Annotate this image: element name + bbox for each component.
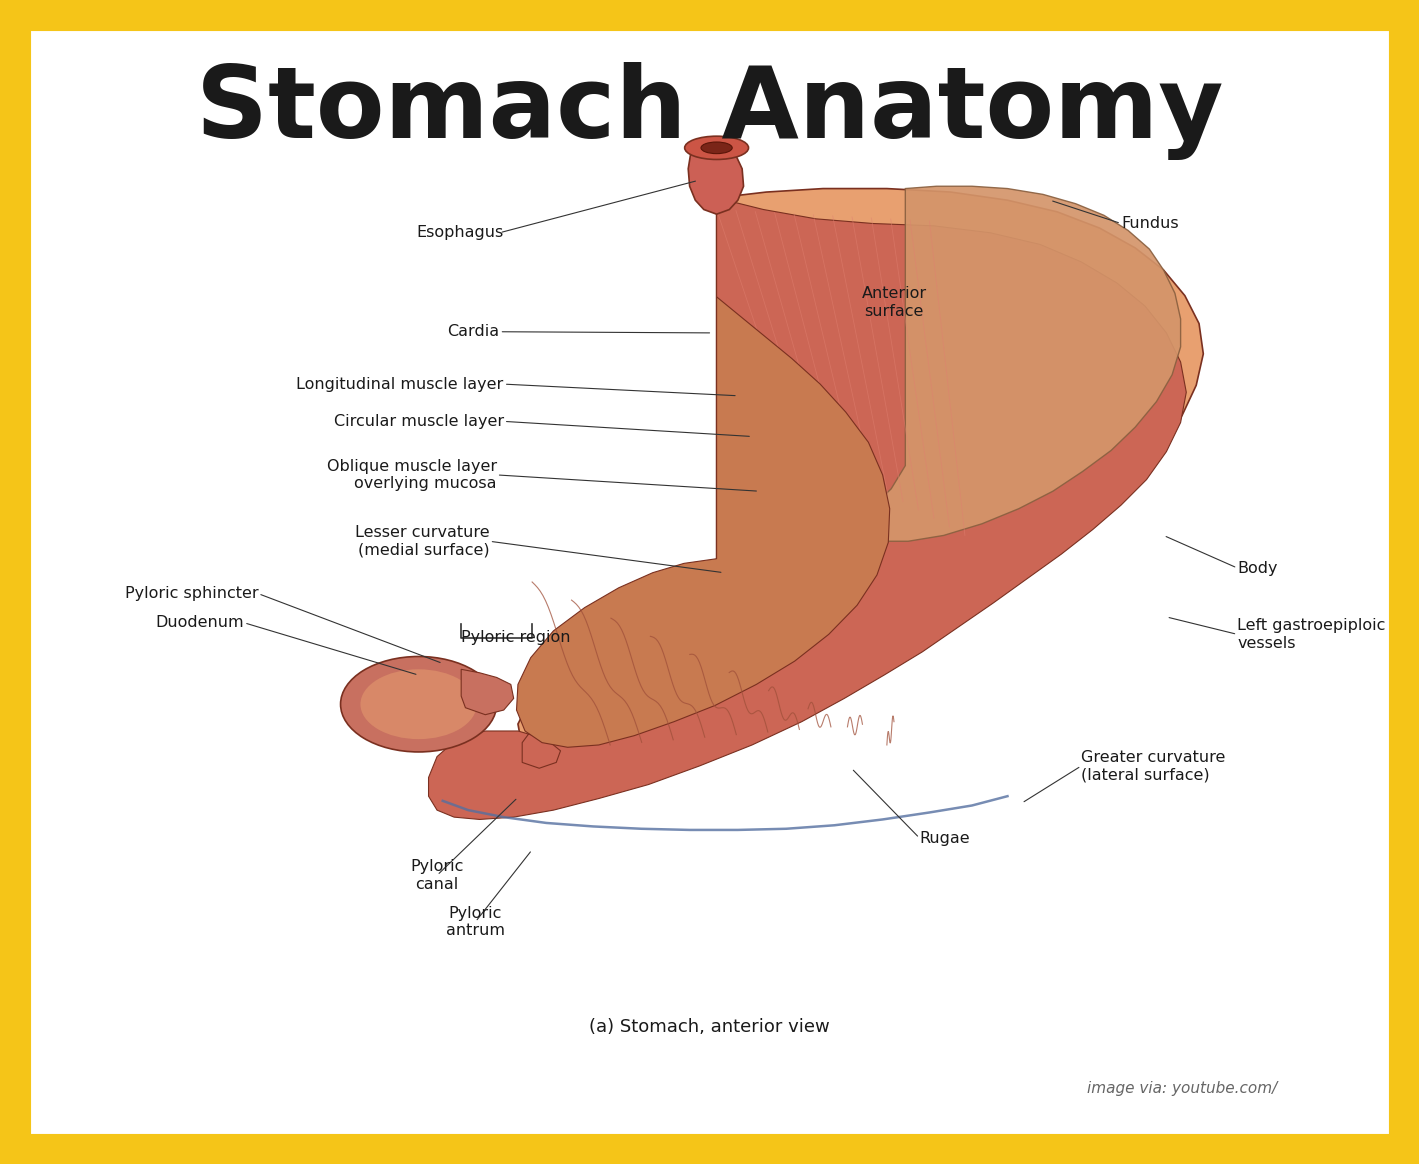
- Text: Lesser curvature
(medial surface): Lesser curvature (medial surface): [355, 525, 490, 558]
- Text: Greater curvature
(lateral surface): Greater curvature (lateral surface): [1081, 750, 1226, 782]
- Text: Pyloric sphincter: Pyloric sphincter: [125, 587, 258, 601]
- Ellipse shape: [341, 656, 497, 752]
- Text: Esophagus: Esophagus: [417, 226, 504, 240]
- Text: Rugae: Rugae: [920, 831, 971, 845]
- Text: image via: youtube.com/: image via: youtube.com/: [1087, 1081, 1277, 1095]
- Text: Cardia: Cardia: [447, 325, 499, 339]
- Polygon shape: [863, 186, 1181, 541]
- Ellipse shape: [360, 669, 477, 739]
- Polygon shape: [517, 297, 890, 747]
- Text: Body: Body: [1237, 561, 1279, 575]
- Text: Fundus: Fundus: [1121, 217, 1179, 230]
- Text: Stomach Anatomy: Stomach Anatomy: [196, 62, 1223, 159]
- Text: (a) Stomach, anterior view: (a) Stomach, anterior view: [589, 1017, 830, 1036]
- Text: Oblique muscle layer
overlying mucosa: Oblique muscle layer overlying mucosa: [326, 459, 497, 491]
- Text: Left gastroepiploic
vessels: Left gastroepiploic vessels: [1237, 618, 1386, 651]
- Text: Longitudinal muscle layer: Longitudinal muscle layer: [297, 377, 504, 391]
- Ellipse shape: [701, 142, 732, 154]
- Text: Anterior
surface: Anterior surface: [861, 286, 927, 319]
- Polygon shape: [429, 198, 1186, 819]
- Text: Pyloric
canal: Pyloric canal: [410, 859, 464, 892]
- Polygon shape: [461, 669, 514, 715]
- Text: Pyloric region: Pyloric region: [461, 631, 570, 645]
- Ellipse shape: [685, 136, 749, 159]
- Text: Pyloric
antrum: Pyloric antrum: [446, 906, 505, 938]
- Polygon shape: [688, 146, 744, 214]
- Polygon shape: [440, 189, 1203, 805]
- Text: Duodenum: Duodenum: [156, 616, 244, 630]
- Text: Circular muscle layer: Circular muscle layer: [333, 414, 504, 428]
